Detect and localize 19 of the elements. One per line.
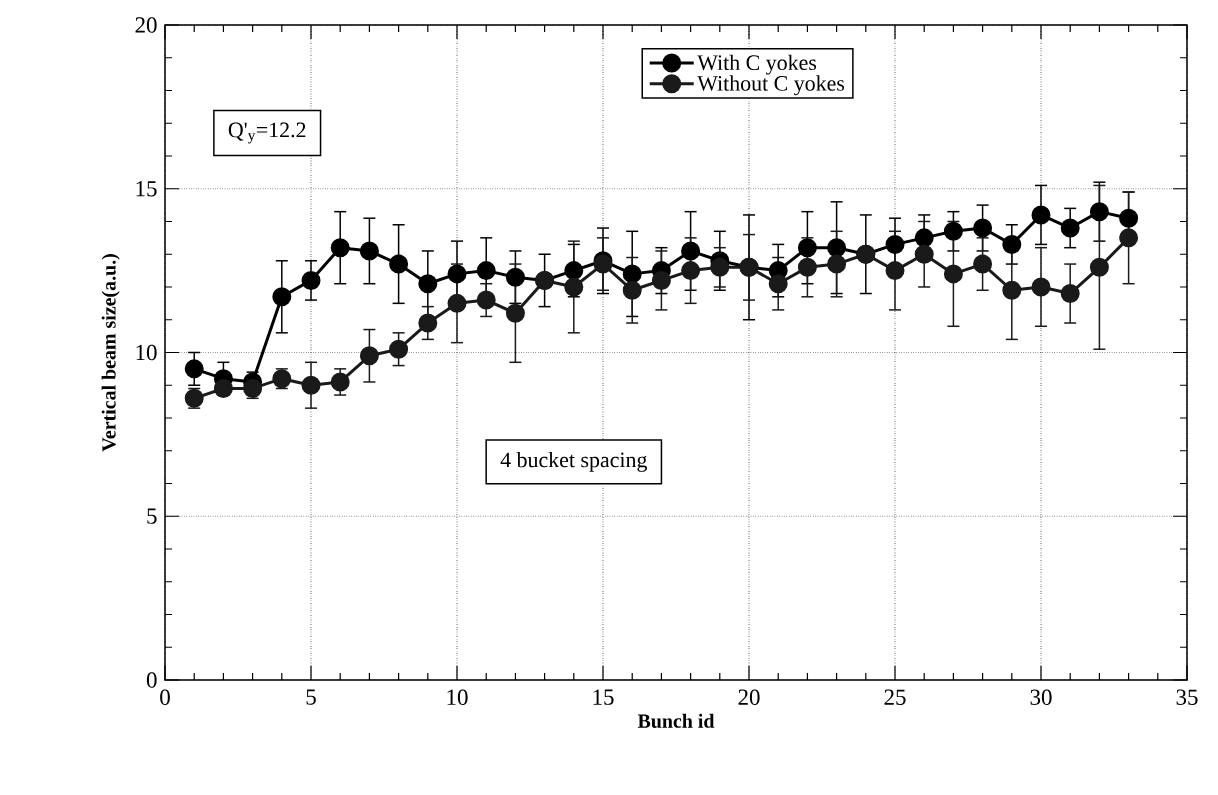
x-tick-label: 15 (593, 689, 614, 705)
x-tick-label: 0 (160, 689, 170, 705)
y-tick-label: 20 (135, 17, 157, 33)
annotation: Q'$_{y}$=12.2 (228, 122, 306, 144)
x-tick-label: 10 (447, 689, 468, 705)
x-tick-label: 5 (306, 689, 316, 705)
x-axis-title: Bunch id (637, 713, 715, 728)
legend-label: With C yokes (697, 54, 817, 75)
y-tick-label: 0 (146, 672, 157, 688)
legend-label: Without C yokes (697, 75, 845, 96)
x-tick-label: 35 (1176, 689, 1198, 705)
y-tick-label: 15 (136, 181, 157, 197)
y-tick-label: 5 (147, 508, 157, 524)
x-tick-label: 25 (884, 689, 906, 705)
x-tick-label: 30 (1030, 689, 1052, 705)
y-axis-title: Vertical beam size(a.u.) (101, 254, 120, 452)
x-tick-label: 20 (738, 689, 760, 705)
y-tick-label: 10 (136, 344, 157, 361)
annotation: 4 bucket spacing (500, 451, 648, 472)
